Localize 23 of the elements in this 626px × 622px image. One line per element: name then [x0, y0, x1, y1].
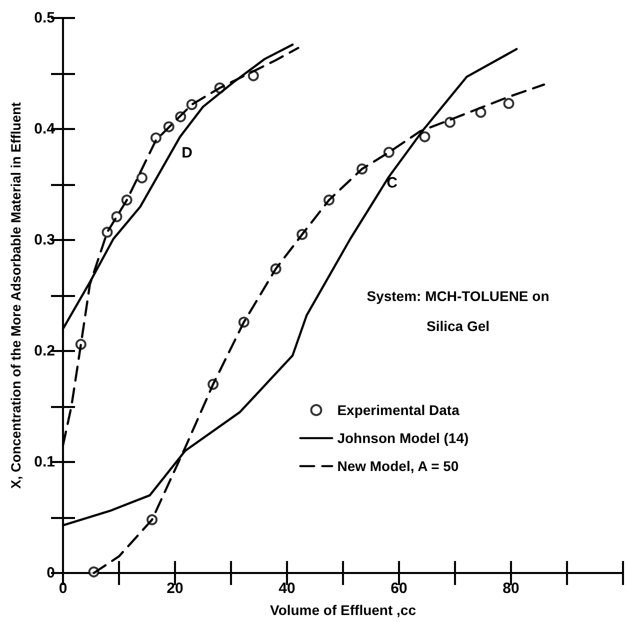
- annotation: C: [386, 174, 398, 192]
- point: [136, 172, 148, 184]
- legend-label: New Model, A = 50: [337, 458, 459, 474]
- y-tick-label: 0.1: [34, 454, 55, 470]
- y-tick-label: 0.2: [34, 342, 55, 360]
- x-axis-title: Volume of Effluent ,cc: [270, 602, 416, 618]
- point: [111, 211, 122, 222]
- x-tick-label: 60: [390, 580, 408, 597]
- y-tick-label: 0.4: [34, 120, 56, 138]
- x-tick-label: 40: [278, 580, 296, 597]
- legend-label: Johnson Model (14): [337, 430, 469, 446]
- annotation: Silica Gel: [426, 318, 490, 334]
- y-axis-title: X, Concentration of the More Adsorbable Material in Effluent: [8, 102, 24, 489]
- point: [419, 131, 430, 142]
- annotation: D: [182, 144, 193, 162]
- x-tick-label: 80: [502, 580, 520, 597]
- line-series: [62, 46, 300, 446]
- x-tick-label: 20: [166, 580, 184, 597]
- point: [444, 116, 456, 128]
- annotation: System: MCH-TOLUENE on: [366, 288, 550, 304]
- legend-label: Experimental Data: [337, 402, 460, 418]
- point: [503, 98, 514, 109]
- point: [383, 146, 394, 158]
